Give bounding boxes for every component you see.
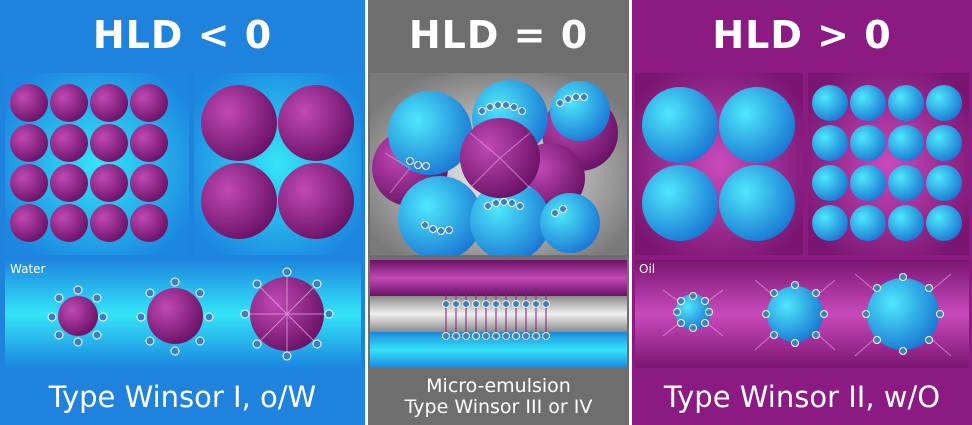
oil-label: Oil — [639, 262, 656, 276]
panel-small-oil-droplets — [5, 73, 189, 255]
panel-bicontinuous-microemulsion — [370, 73, 627, 255]
column-hld-negative: HLD < 0 — [0, 0, 365, 425]
panel-surfactant-bilayer — [370, 260, 627, 368]
panel-water-micelles-in-oil — [635, 260, 969, 368]
water-label: Water — [10, 262, 46, 276]
panel-oil-micelles-in-water — [5, 260, 361, 368]
column-hld-positive: HLD > 0 — [632, 0, 972, 425]
panel-large-water-droplets — [635, 73, 803, 255]
header-hld-negative: HLD < 0 — [92, 13, 273, 57]
footer-winsor-ii: Type Winsor II, w/O — [663, 379, 941, 414]
footer-microemulsion: Micro-emulsion Type Winsor III or IV — [368, 368, 629, 425]
header-hld-zero: HLD = 0 — [408, 13, 589, 57]
panel-large-oil-droplets — [194, 73, 361, 255]
column-hld-zero: HLD = 0 — [368, 0, 629, 425]
header-hld-positive: HLD > 0 — [712, 13, 892, 57]
footer-winsor-i: Type Winsor I, o/W — [48, 379, 317, 414]
footer-microemulsion-line1: Micro-emulsion — [426, 374, 571, 397]
footer-microemulsion-line2: Type Winsor III or IV — [404, 395, 593, 418]
panel-small-water-droplets — [808, 73, 969, 255]
